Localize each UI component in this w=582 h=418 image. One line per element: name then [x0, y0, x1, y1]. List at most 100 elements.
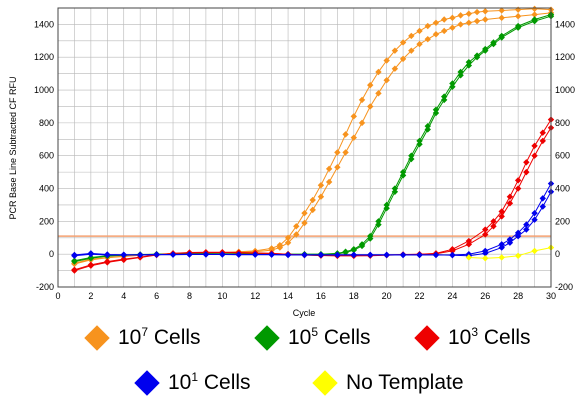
data-point-marker	[482, 47, 489, 54]
data-point-marker	[457, 72, 464, 79]
data-point-marker	[268, 251, 275, 258]
data-point-marker	[506, 239, 514, 246]
data-point-marker	[416, 137, 423, 145]
data-point-marker	[531, 11, 538, 18]
x-tick-label: 8	[187, 291, 192, 301]
data-point-marker	[408, 155, 415, 163]
data-point-marker	[482, 255, 489, 262]
x-tick-label: 4	[121, 291, 126, 301]
data-point-marker	[440, 93, 448, 100]
y-tick-label-left: 0	[49, 249, 54, 259]
y-tick-label-left: -200	[36, 282, 54, 292]
data-point-marker	[367, 235, 374, 242]
grid-lines	[58, 8, 551, 287]
data-point-marker	[87, 255, 95, 262]
legend-item-no-template: No Template	[312, 370, 464, 396]
data-point-marker	[399, 172, 407, 179]
data-point-marker	[506, 236, 514, 243]
series-8	[465, 244, 555, 262]
data-point-marker	[342, 249, 349, 256]
data-point-marker	[169, 251, 177, 258]
data-point-marker	[473, 54, 481, 61]
data-point-marker	[350, 134, 357, 141]
data-point-marker	[465, 62, 473, 69]
data-point-marker	[498, 244, 505, 251]
data-point-marker	[71, 251, 78, 259]
data-point-marker	[399, 168, 407, 176]
x-tick-label: 0	[55, 291, 60, 301]
y-tick-label-left: 1200	[34, 52, 54, 62]
legend-item-10-7-cells: 107 Cells	[84, 325, 201, 351]
x-tick-label: 6	[154, 291, 159, 301]
x-tick-label: 16	[316, 291, 326, 301]
data-point-marker	[465, 237, 473, 245]
data-point-marker	[449, 247, 456, 255]
x-tick-label: 20	[382, 291, 392, 301]
data-point-marker	[416, 27, 423, 35]
y-tick-label-right: 1000	[555, 85, 575, 95]
data-point-marker	[350, 251, 357, 259]
data-point-marker	[440, 27, 448, 35]
data-point-marker	[514, 13, 522, 20]
y-axis-label: PCR Base Line Subtracted CF RFU	[8, 76, 18, 219]
y-tick-label-right: 400	[555, 184, 570, 194]
data-point-marker	[334, 149, 341, 156]
data-point-marker	[457, 21, 464, 28]
y-tick-label-right: 200	[555, 216, 570, 226]
data-point-marker	[424, 122, 431, 130]
data-point-marker	[383, 201, 390, 209]
data-point-marker	[506, 200, 514, 207]
data-point-marker	[325, 165, 333, 173]
data-point-marker	[325, 178, 333, 186]
data-point-marker	[284, 234, 292, 241]
data-point-marker	[449, 251, 456, 259]
data-point-marker	[284, 251, 292, 259]
legend-item-10-3-cells: 103 Cells	[414, 325, 531, 351]
data-point-marker	[531, 142, 538, 150]
data-point-marker	[293, 223, 300, 230]
data-point-marker	[465, 241, 473, 248]
data-point-marker	[514, 252, 522, 260]
data-point-marker	[457, 12, 464, 19]
legend-label: 101 Cells	[168, 370, 251, 394]
data-point-marker	[416, 141, 423, 148]
y-tick-label-left: 800	[39, 118, 54, 128]
data-point-marker	[531, 209, 538, 217]
data-point-marker	[71, 258, 78, 265]
data-point-marker	[399, 55, 407, 63]
data-point-marker	[375, 68, 382, 76]
data-point-marker	[219, 251, 226, 258]
data-point-marker	[490, 218, 497, 225]
data-point-marker	[383, 77, 390, 84]
legend-diamond-icon	[414, 325, 440, 351]
data-point-marker	[367, 103, 374, 110]
data-point-marker	[87, 261, 95, 269]
data-point-marker	[473, 17, 481, 25]
x-tick-label: 2	[88, 291, 93, 301]
y-tick-label-left: 600	[39, 151, 54, 161]
x-tick-label: 22	[415, 291, 425, 301]
data-point-marker	[309, 196, 316, 204]
data-point-marker	[465, 254, 473, 261]
data-point-marker	[482, 231, 489, 238]
data-point-marker	[498, 241, 505, 248]
data-point-marker	[440, 96, 448, 104]
data-point-marker	[408, 47, 415, 54]
legend-diamond-icon	[254, 325, 280, 351]
data-point-marker	[342, 149, 349, 156]
data-point-marker	[465, 19, 473, 26]
data-point-marker	[473, 8, 481, 16]
data-point-marker	[104, 258, 111, 265]
y-tick-label-left: 1400	[34, 19, 54, 29]
data-point-marker	[539, 137, 546, 145]
data-point-marker	[350, 113, 357, 120]
data-point-marker	[391, 185, 399, 192]
data-point-marker	[136, 251, 144, 259]
data-point-marker	[391, 65, 399, 72]
data-point-marker	[490, 40, 497, 48]
x-tick-label: 30	[546, 291, 556, 301]
data-point-marker	[465, 10, 473, 17]
data-point-marker	[449, 14, 456, 22]
data-point-marker	[440, 16, 448, 23]
